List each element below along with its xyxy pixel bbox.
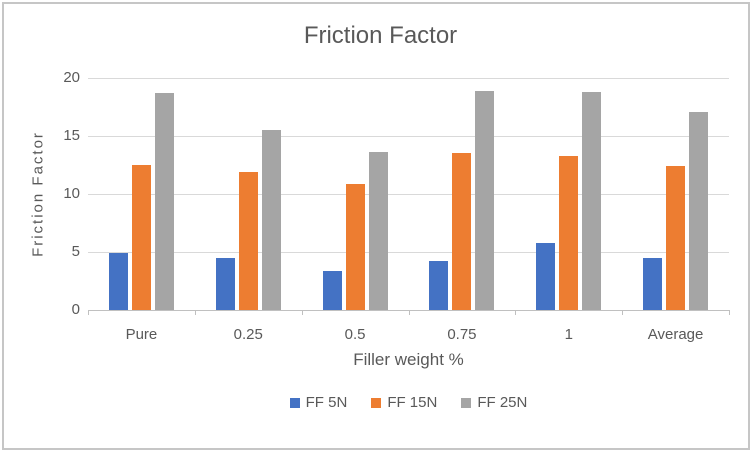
- x-axis-tick: [408, 311, 410, 315]
- legend: FF 5N FF 15N FF 25N: [88, 394, 729, 411]
- bar-ff-15n-1: [559, 155, 579, 310]
- bar-ff-5n-0.25: [215, 257, 235, 310]
- gridline-20: [88, 78, 729, 79]
- gridline-10: [88, 194, 729, 195]
- x-axis-tick: [301, 311, 303, 315]
- gridline-15: [88, 136, 729, 137]
- bar-ff-5n-0.5: [322, 270, 342, 310]
- chart-title: Friction Factor: [303, 22, 458, 49]
- legend-swatch-icon: [371, 397, 382, 408]
- y-tick-label-5: 5: [71, 243, 80, 260]
- legend-item-ff-5n: FF 5N: [289, 394, 348, 411]
- bar-ff-25n-0.75: [475, 90, 495, 310]
- bar-ff-5n-average: [643, 257, 663, 310]
- legend-swatch-icon: [461, 397, 472, 408]
- x-tick-label-0.75: 0.75: [447, 326, 477, 343]
- legend-swatch-icon: [289, 397, 300, 408]
- x-axis-tick: [515, 311, 517, 315]
- y-tick-label-10: 10: [63, 185, 80, 202]
- bar-ff-15n-pure: [131, 165, 151, 310]
- legend-item-ff-15n: FF 15N: [371, 394, 437, 411]
- x-axis-line: [88, 310, 730, 311]
- x-tick-label-pure: Pure: [125, 326, 158, 343]
- bar-ff-15n-0.25: [238, 171, 258, 310]
- bar-ff-5n-1: [536, 242, 556, 310]
- bar-ff-15n-0.5: [345, 183, 365, 310]
- x-tick-label-1: 1: [564, 326, 573, 343]
- bar-ff-25n-0.5: [368, 152, 388, 310]
- x-axis-tick: [622, 311, 624, 315]
- x-axis-title: Filler weight %: [353, 350, 464, 369]
- y-tick-label-15: 15: [63, 127, 80, 144]
- legend-label: FF 15N: [387, 394, 438, 411]
- bar-ff-15n-0.75: [452, 153, 472, 310]
- x-tick-label-average: Average: [647, 326, 704, 343]
- bar-ff-25n-0.25: [261, 130, 281, 310]
- bar-ff-15n-average: [666, 166, 686, 310]
- y-tick-label-0: 0: [71, 301, 80, 318]
- plot-area: [88, 78, 729, 310]
- legend-label: FF 25N: [477, 394, 528, 411]
- legend-label: FF 5N: [305, 394, 348, 411]
- bar-ff-25n-1: [582, 91, 602, 310]
- x-tick-label-0.5: 0.5: [344, 326, 366, 343]
- x-tick-label-0.25: 0.25: [233, 326, 263, 343]
- x-axis-tick: [88, 311, 89, 315]
- bar-ff-25n-pure: [154, 93, 174, 310]
- bar-ff-25n-average: [689, 111, 709, 310]
- x-axis-tick: [194, 311, 196, 315]
- gridline-5: [88, 252, 729, 253]
- bar-ff-5n-pure: [108, 253, 128, 310]
- x-axis-tick: [729, 311, 730, 315]
- legend-item-ff-25n: FF 25N: [461, 394, 527, 411]
- bar-ff-5n-0.75: [429, 261, 449, 310]
- y-tick-label-20: 20: [63, 69, 80, 86]
